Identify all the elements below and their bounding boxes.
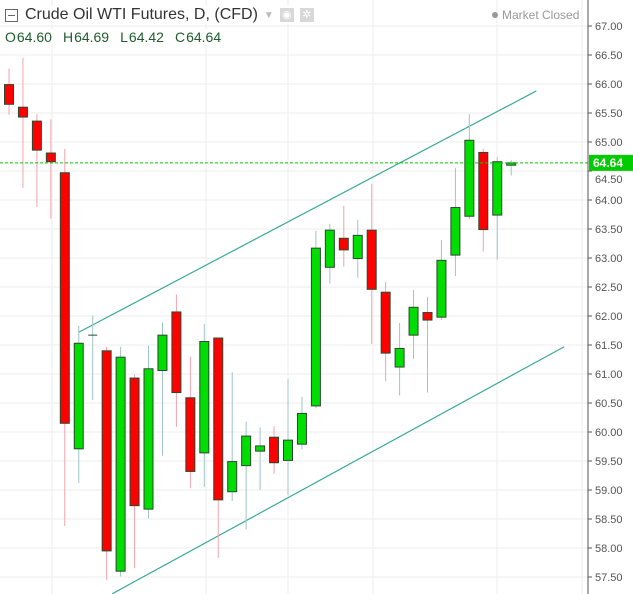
chevron-down-icon[interactable]: ▼	[263, 9, 274, 21]
status-dot-icon	[492, 12, 498, 18]
candle-body	[213, 337, 224, 501]
candle-body	[380, 291, 391, 354]
y-tick-label: 67.00	[595, 21, 623, 33]
trendlines	[78, 90, 565, 594]
trendline	[78, 90, 537, 333]
y-axis-ticks: 57.50 58.00 58.50 59.00 59.50 60.00 60.50 61.00…	[588, 21, 623, 584]
candles	[4, 57, 517, 580]
candle-body	[366, 229, 377, 290]
candle-body	[157, 334, 168, 372]
y-tick-label: 58.50	[595, 514, 623, 526]
y-tick-label: 59.50	[595, 456, 623, 468]
price-axis[interactable]	[588, 0, 633, 594]
svg-text:64.64: 64.64	[593, 156, 623, 170]
candle-body	[73, 342, 84, 450]
gear-icon[interactable]: ✲	[299, 8, 314, 22]
candle-body	[115, 356, 126, 572]
candle-body	[269, 436, 280, 464]
candle-body	[324, 229, 335, 268]
symbol-title[interactable]: Crude Oil WTI Futures, D, (CFD)	[25, 6, 258, 23]
candle-body	[45, 152, 56, 163]
candle-body	[241, 435, 252, 467]
candle-body	[450, 207, 461, 256]
candle-body	[255, 445, 266, 452]
y-tick-label: 61.50	[595, 340, 623, 352]
y-tick-label: 57.50	[595, 572, 623, 584]
eye-icon[interactable]: ◉	[279, 8, 294, 22]
candle-body	[143, 368, 154, 510]
y-tick-label: 64.00	[595, 195, 623, 207]
candle-body	[408, 306, 419, 336]
y-tick-label: 64.50	[595, 174, 623, 186]
candle-body	[352, 234, 363, 260]
collapse-icon[interactable]	[5, 8, 18, 22]
candle-body	[338, 237, 349, 251]
y-tick-label: 62.50	[595, 282, 623, 294]
last-price-label: 64.64	[589, 154, 633, 171]
market-status-text: Market Closed	[502, 8, 580, 22]
candle-body	[199, 341, 210, 454]
y-tick-label: 66.50	[595, 50, 623, 62]
candle-body	[464, 139, 475, 217]
candle-body	[436, 259, 447, 318]
high-value: H64.69	[62, 29, 110, 45]
candle-body	[171, 311, 182, 394]
y-tick-label: 60.00	[595, 427, 623, 439]
ohlc-values: O64.60 H64.69 L64.42 C64.64	[5, 29, 223, 45]
candle-body	[185, 397, 196, 472]
y-tick-label: 60.50	[595, 398, 623, 410]
market-status: Market Closed	[492, 8, 579, 22]
candle-body	[59, 172, 70, 424]
candle-body	[283, 439, 293, 461]
candle-body	[31, 120, 42, 151]
chart-legend: Crude Oil WTI Futures, D, (CFD) ▼ ◉ ✲	[5, 6, 314, 24]
y-tick-label: 61.00	[595, 369, 623, 381]
candle-body	[492, 161, 503, 216]
y-tick-label: 63.50	[595, 224, 623, 236]
candle-body	[394, 347, 405, 368]
close-value: C64.64	[174, 29, 222, 45]
candle-body	[129, 377, 140, 507]
open-value: O64.60	[5, 29, 52, 45]
trendline	[111, 346, 565, 594]
candle-body	[478, 151, 489, 231]
y-tick-label: 65.00	[595, 137, 623, 149]
candle-body	[422, 312, 433, 321]
candle-body	[17, 106, 28, 118]
candle-body	[4, 84, 14, 105]
y-tick-label: 62.00	[595, 311, 623, 323]
y-tick-label: 66.00	[595, 79, 623, 91]
y-tick-label: 59.00	[595, 485, 623, 497]
low-value: L64.42	[120, 29, 164, 45]
candle-body	[227, 461, 238, 493]
y-tick-label: 63.00	[595, 253, 623, 265]
grid	[0, 0, 588, 594]
candle-body	[296, 412, 307, 445]
y-tick-label: 58.00	[595, 543, 623, 555]
candle-body	[310, 247, 321, 407]
candle-body	[101, 350, 112, 552]
y-tick-label: 65.50	[595, 108, 623, 120]
